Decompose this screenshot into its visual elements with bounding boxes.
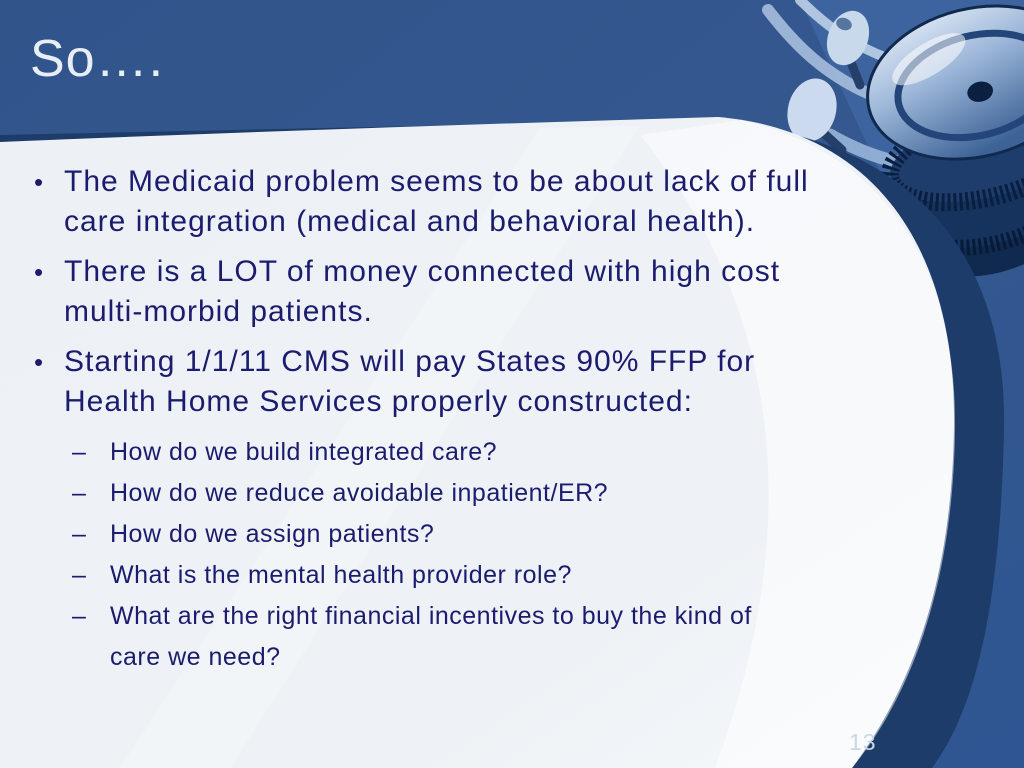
- panel-streak: [120, 126, 640, 768]
- bullet-item-1: • The Medicaid problem seems to be about…: [34, 162, 894, 242]
- sub-bullet-text: How do we reduce avoidable inpatient/ER?: [110, 479, 609, 507]
- sub-bullet-text: How do we assign patients?: [110, 520, 435, 548]
- dash-marker: –: [72, 602, 86, 630]
- sub-bullet-item-3: – How do we assign patients?: [72, 514, 894, 555]
- bullet-marker: •: [34, 257, 44, 287]
- sub-bullet-item-5: – What are the right financial incentive…: [72, 596, 894, 678]
- sub-bullet-text: What is the mental health provider role?: [110, 561, 572, 589]
- sub-bullet-item-4: – What is the mental health provider rol…: [72, 555, 894, 596]
- slide-content: • The Medicaid problem seems to be about…: [34, 162, 894, 678]
- bullet-item-3: • Starting 1/1/11 CMS will pay States 90…: [34, 342, 894, 422]
- slide-title: So….: [30, 30, 165, 88]
- dash-marker: –: [72, 520, 86, 548]
- content-panel: [0, 117, 955, 768]
- bullet-marker: •: [34, 347, 44, 377]
- bullet-text: The Medicaid problem seems to be about l…: [64, 165, 809, 238]
- bullet-item-2: • There is a LOT of money connected with…: [34, 252, 894, 332]
- dash-marker: –: [72, 561, 86, 589]
- sub-bullet-list: – How do we build integrated care? – How…: [72, 432, 894, 678]
- sub-bullet-item-2: – How do we reduce avoidable inpatient/E…: [72, 473, 894, 514]
- bullet-marker: •: [34, 167, 44, 197]
- sub-bullet-text: What are the right financial incentives …: [110, 602, 752, 671]
- bullet-text: Starting 1/1/11 CMS will pay States 90% …: [64, 345, 756, 418]
- page-number: 13: [849, 729, 877, 755]
- panel-highlight: [640, 120, 956, 768]
- sub-bullet-item-1: – How do we build integrated care?: [72, 432, 894, 473]
- dash-marker: –: [72, 438, 86, 466]
- sub-bullet-text: How do we build integrated care?: [110, 438, 498, 466]
- dash-marker: –: [72, 479, 86, 507]
- bullet-text: There is a LOT of money connected with h…: [64, 255, 781, 328]
- stethoscope-image: [762, 0, 1024, 277]
